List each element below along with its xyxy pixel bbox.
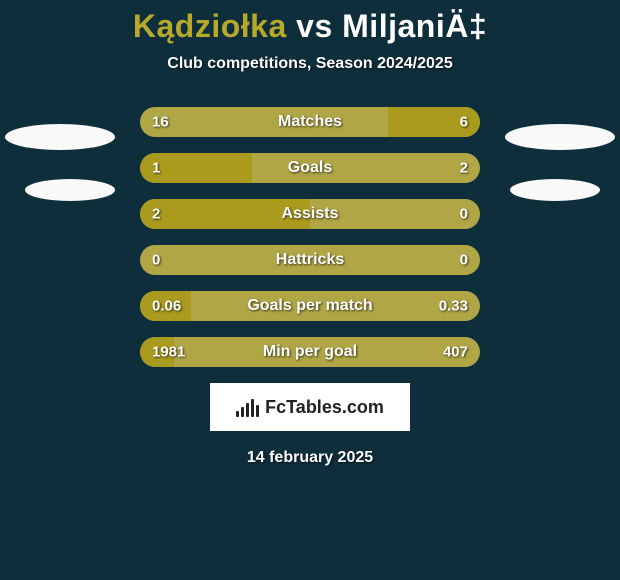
stat-name: Matches <box>278 113 342 131</box>
logo-text: FcTables.com <box>265 397 384 418</box>
stat-bar-track: 1 2 Goals <box>140 153 480 183</box>
stat-name: Hattricks <box>276 251 344 269</box>
stat-bar-right <box>252 153 480 183</box>
date-text: 14 february 2025 <box>0 449 620 467</box>
stat-bar-track: 0.06 0.33 Goals per match <box>140 291 480 321</box>
stat-value-right: 0.33 <box>439 298 468 315</box>
logo-bar <box>246 403 249 417</box>
logo-bar <box>241 407 244 417</box>
stat-value-left: 1981 <box>152 344 185 361</box>
stat-value-right: 0 <box>460 252 468 269</box>
page-title: Kądziołka vs MiljaniÄ‡ <box>0 0 620 45</box>
stat-value-right: 407 <box>443 344 468 361</box>
stat-row: 2 0 Assists <box>0 199 620 229</box>
stat-row: 0 0 Hattricks <box>0 245 620 275</box>
stat-value-left: 1 <box>152 160 160 177</box>
stat-row: 1981 407 Min per goal <box>0 337 620 367</box>
stat-value-right: 2 <box>460 160 468 177</box>
stat-value-left: 16 <box>152 114 169 131</box>
stat-value-left: 0 <box>152 252 160 269</box>
comparison-card: Kądziołka vs MiljaniÄ‡ Club competitions… <box>0 0 620 580</box>
logo-bars-icon <box>236 397 259 417</box>
subtitle: Club competitions, Season 2024/2025 <box>0 55 620 73</box>
stat-name: Goals <box>288 159 332 177</box>
stat-name: Min per goal <box>263 343 357 361</box>
logo-bar <box>236 411 239 417</box>
logo-bar <box>256 405 259 417</box>
stat-row: 0.06 0.33 Goals per match <box>0 291 620 321</box>
stat-row: 16 6 Matches <box>0 107 620 137</box>
stat-bar-track: 1981 407 Min per goal <box>140 337 480 367</box>
stat-name: Goals per match <box>247 297 372 315</box>
stat-value-right: 0 <box>460 206 468 223</box>
stat-bar-track: 2 0 Assists <box>140 199 480 229</box>
stat-row: 1 2 Goals <box>0 153 620 183</box>
stat-name: Assists <box>282 205 339 223</box>
logo-bar <box>251 399 254 417</box>
vs-text: vs <box>296 8 333 44</box>
stat-bar-track: 16 6 Matches <box>140 107 480 137</box>
logo-box: FcTables.com <box>210 383 410 431</box>
stat-bar-left <box>140 107 388 137</box>
stat-bar-track: 0 0 Hattricks <box>140 245 480 275</box>
player2-name: MiljaniÄ‡ <box>342 8 487 44</box>
stat-value-left: 0.06 <box>152 298 181 315</box>
player1-name: Kądziołka <box>133 8 287 44</box>
stat-value-right: 6 <box>460 114 468 131</box>
stat-value-left: 2 <box>152 206 160 223</box>
